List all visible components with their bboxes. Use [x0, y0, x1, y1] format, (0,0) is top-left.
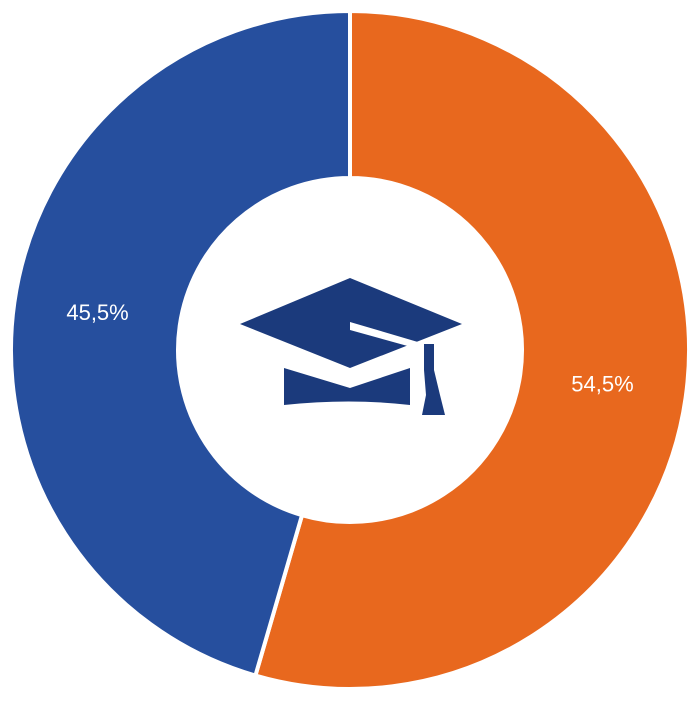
value-label: 45,5% [66, 300, 128, 325]
donut-segment [252, 8, 691, 691]
value-label: 54,5% [571, 372, 633, 397]
donut-segment [9, 8, 352, 679]
graduation-cap-icon [240, 278, 462, 415]
segments [9, 8, 691, 691]
